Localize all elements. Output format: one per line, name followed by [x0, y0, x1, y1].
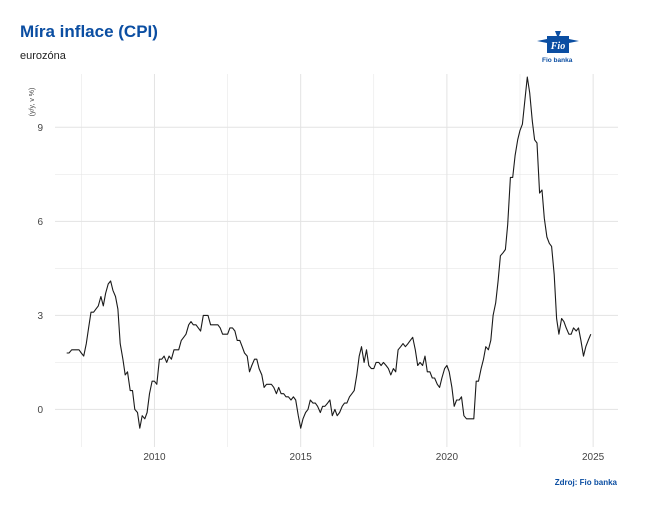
inflation-series-line — [66, 76, 592, 429]
chart-subtitle: eurozóna — [20, 50, 66, 62]
source-note: Zdroj: Fio banka — [554, 478, 617, 487]
axis-labels: 0 3 6 9 2010 2015 2020 2025 (y/y, v %) — [29, 88, 605, 463]
grid-lines — [55, 74, 618, 447]
series-layer — [66, 76, 592, 429]
fio-logo-icon: Fio — [537, 31, 579, 53]
logo-mark: Fio — [550, 41, 565, 52]
y-tick-label: 6 — [37, 217, 43, 228]
y-axis-label: (y/y, v %) — [29, 88, 36, 117]
x-tick-label: 2010 — [143, 452, 166, 463]
x-tick-label: 2025 — [582, 452, 605, 463]
logo-text: Fio banka — [542, 57, 573, 64]
y-tick-label: 0 — [37, 405, 43, 416]
y-tick-label: 9 — [37, 123, 43, 134]
chart-title: Míra inflace (CPI) — [20, 22, 158, 41]
y-tick-label: 3 — [37, 311, 43, 322]
x-tick-label: 2015 — [290, 452, 313, 463]
x-tick-label: 2020 — [436, 452, 459, 463]
